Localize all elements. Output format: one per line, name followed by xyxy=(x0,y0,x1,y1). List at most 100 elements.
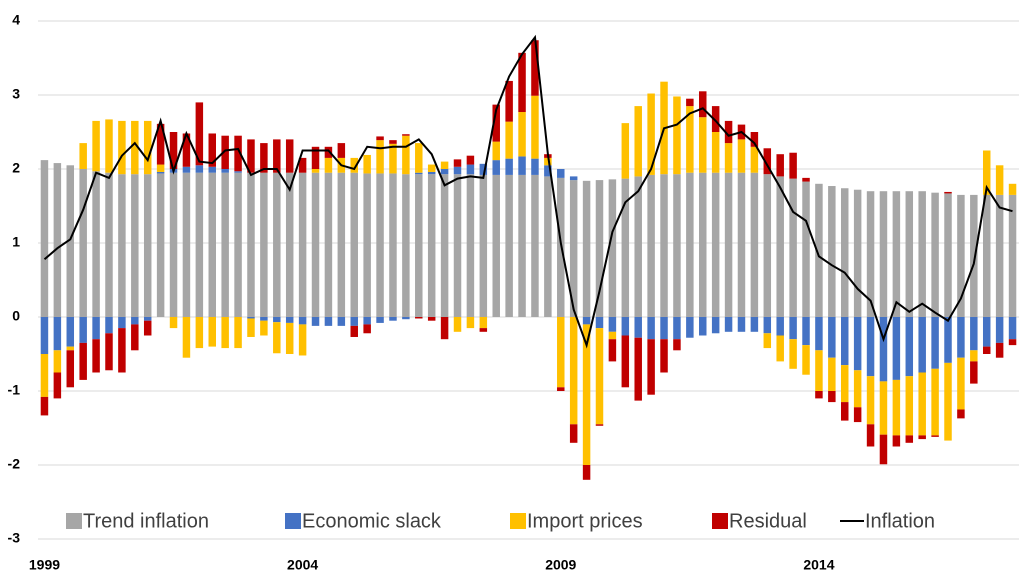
bar-segment xyxy=(931,435,939,437)
bar-segment xyxy=(40,396,49,416)
bar-segment xyxy=(479,174,488,317)
bar-segment xyxy=(931,192,939,317)
bar-segment xyxy=(363,317,371,325)
bar-segment xyxy=(582,317,591,325)
bar-segment xyxy=(1008,317,1017,340)
bar-segment xyxy=(957,194,965,317)
bar-segment xyxy=(285,322,294,354)
bar-segment xyxy=(737,317,746,332)
bar-segment xyxy=(427,317,436,321)
bar-segment xyxy=(957,317,965,358)
bar-segment xyxy=(595,317,604,329)
bar-segment xyxy=(750,317,759,332)
bar-segment xyxy=(105,333,113,371)
bar-segment xyxy=(376,136,384,141)
bar-segment xyxy=(673,174,681,317)
bar-segment xyxy=(376,140,384,174)
bar-segment xyxy=(260,172,268,317)
bar-segment xyxy=(673,317,681,340)
bar-segment xyxy=(634,337,642,401)
bar-segment xyxy=(879,191,888,317)
bar-segment xyxy=(518,112,526,157)
bar-segment xyxy=(621,317,630,336)
bar-segment xyxy=(892,435,901,447)
bar-segment xyxy=(234,172,242,317)
bar-segment xyxy=(582,180,591,317)
bar-segment xyxy=(479,163,488,175)
bar-segment xyxy=(995,194,1004,317)
bar-segment xyxy=(350,172,358,317)
bar-segment xyxy=(440,161,449,169)
bar-segment xyxy=(892,317,901,380)
bar-segment xyxy=(169,132,178,169)
bar-segment xyxy=(273,317,281,323)
bar-segment xyxy=(143,174,152,317)
legend-swatch xyxy=(285,513,301,529)
bar-segment xyxy=(247,318,255,337)
y-tick-label: 1 xyxy=(12,234,20,250)
bar-segment xyxy=(389,140,397,144)
bar-segment xyxy=(970,317,978,351)
bar-segment xyxy=(931,317,939,369)
bar-segment xyxy=(66,317,75,347)
bar-segment xyxy=(724,120,733,144)
bar-segment xyxy=(453,317,462,332)
bar-segment xyxy=(492,104,500,142)
bar-segment xyxy=(944,362,952,441)
bar-segment xyxy=(298,172,307,317)
bar-segment xyxy=(105,119,113,173)
bar-segment xyxy=(866,424,875,447)
bar-segment xyxy=(363,324,371,334)
bar-segment xyxy=(647,174,655,317)
bar-segment xyxy=(815,350,823,391)
legend-label: Residual xyxy=(729,510,807,532)
bar-segment xyxy=(802,345,810,375)
bar-segment xyxy=(853,317,862,371)
y-tick-label: -3 xyxy=(8,530,21,546)
bar-segment xyxy=(260,320,268,336)
bar-segment xyxy=(905,435,914,443)
bar-segment xyxy=(466,164,475,175)
bar-segment xyxy=(815,183,823,317)
bar-segment xyxy=(492,141,500,161)
x-tick-label: 2014 xyxy=(803,557,834,573)
bar-segment xyxy=(1008,194,1017,317)
bar-segment xyxy=(350,317,358,326)
bar-segment xyxy=(260,317,268,321)
bar-segment xyxy=(221,135,229,169)
bar-segment xyxy=(892,379,901,436)
bar-segment xyxy=(647,339,655,395)
bar-segment xyxy=(350,157,358,173)
bar-segment xyxy=(402,174,410,317)
line xyxy=(43,34,1013,349)
y-tick-label: 2 xyxy=(12,160,20,176)
bar-segment xyxy=(234,171,242,173)
bar-segment xyxy=(711,132,720,173)
bar-segment xyxy=(763,148,772,175)
bar-segment xyxy=(905,317,914,377)
bar-segment xyxy=(789,339,797,369)
bar-segment xyxy=(828,391,836,403)
bar-segment xyxy=(1008,183,1017,195)
bar-segment xyxy=(544,176,552,317)
bar-segment xyxy=(905,376,914,436)
bar-segment xyxy=(957,357,965,410)
bar-segment xyxy=(905,191,914,317)
bar-segment xyxy=(879,317,888,382)
bar-segment xyxy=(660,339,668,373)
bar-segment xyxy=(763,333,772,349)
bar-segment xyxy=(311,146,320,169)
bar-segment xyxy=(699,91,707,118)
bar-segment xyxy=(298,324,307,356)
bar-segment xyxy=(337,172,346,317)
bar-segment xyxy=(634,106,642,177)
y-tick-label: 3 xyxy=(12,86,20,102)
y-tick-label: 4 xyxy=(12,12,20,28)
bar-segment xyxy=(789,152,797,179)
bar-segment xyxy=(440,169,449,175)
bar-segment xyxy=(182,166,191,173)
bar-segment xyxy=(156,123,165,165)
bar-segment xyxy=(66,346,75,351)
bar-segment xyxy=(595,180,604,317)
bar-segment xyxy=(298,157,307,173)
